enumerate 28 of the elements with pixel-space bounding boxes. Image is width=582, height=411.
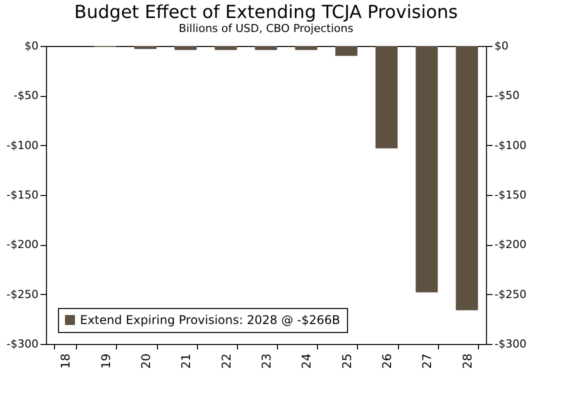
y2-tick-label: -$50 bbox=[494, 89, 520, 102]
x-tick-label: 28 bbox=[460, 354, 474, 369]
y2-tick-label: -$150 bbox=[494, 188, 526, 202]
x-tick-label: 26 bbox=[380, 354, 394, 369]
chart-subtitle: Billions of USD, CBO Projections bbox=[178, 22, 354, 35]
legend-label: Extend Expiring Provisions: 2028 @ -$266B bbox=[80, 313, 340, 327]
y2-tick-label: -$250 bbox=[494, 288, 526, 301]
x-tick-label: 23 bbox=[260, 354, 274, 369]
x-tick-label: 22 bbox=[219, 354, 234, 369]
x-tick-label: 27 bbox=[420, 354, 434, 369]
y-tick-label: -$50 bbox=[14, 89, 38, 102]
x-tick-label: 21 bbox=[179, 354, 194, 369]
chart-title: Budget Effect of Extending TCJA Provisions bbox=[74, 2, 458, 23]
y-tick-label: -$300 bbox=[6, 338, 38, 350]
x-tick-label: 18 bbox=[58, 354, 73, 369]
y-tick-label: -$100 bbox=[6, 138, 38, 152]
y-tick-label: -$250 bbox=[6, 288, 38, 301]
x-tick-label: 20 bbox=[138, 354, 153, 369]
x-tick-label: 19 bbox=[98, 354, 113, 369]
y2-tick-label: $0 bbox=[494, 40, 508, 52]
y2-tick-label: -$100 bbox=[494, 138, 526, 152]
y2-tick-label: -$200 bbox=[494, 238, 526, 252]
y2-tick-label: -$300 bbox=[494, 338, 526, 350]
y-tick-label: -$150 bbox=[6, 188, 38, 202]
x-tick-label: 25 bbox=[340, 354, 354, 369]
y-tick-label: $0 bbox=[24, 40, 38, 52]
y-tick-label: -$200 bbox=[6, 238, 38, 252]
x-tick-label: 24 bbox=[300, 354, 314, 369]
